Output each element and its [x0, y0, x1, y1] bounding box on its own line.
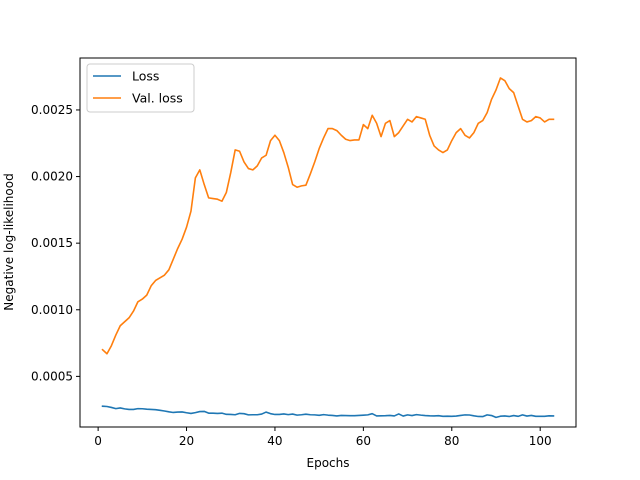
- series-line-loss: [101, 405, 555, 419]
- x-tick-label: 60: [356, 434, 371, 448]
- y-tick-label: 0.0005: [31, 369, 73, 383]
- y-tick-label: 0.0015: [31, 236, 73, 250]
- x-tick-label: 0: [94, 434, 102, 448]
- plot-frame: [79, 57, 577, 428]
- y-axis-label: Negative log-likelihood: [2, 173, 16, 310]
- legend: Loss Val. loss: [86, 63, 195, 113]
- x-axis-label: Epochs: [307, 456, 350, 470]
- legend-label: Loss: [132, 69, 159, 84]
- x-tick-label: 40: [267, 434, 282, 448]
- legend-label: Val. loss: [132, 91, 183, 106]
- y-tick-label: 0.0025: [31, 103, 73, 117]
- ticks-layer: 0 20 40 60 80 100 0.0005 0.0010 0.0015 0.0020 0.00…: [31, 103, 552, 448]
- x-tick-label: 20: [179, 434, 194, 448]
- y-tick-label: 0.0010: [31, 303, 73, 317]
- x-tick-label: 100: [529, 434, 552, 448]
- y-tick-label: 0.0020: [31, 170, 73, 184]
- series-layer: [101, 77, 555, 419]
- x-tick-label: 80: [444, 434, 459, 448]
- series-line-val-loss: [101, 77, 555, 355]
